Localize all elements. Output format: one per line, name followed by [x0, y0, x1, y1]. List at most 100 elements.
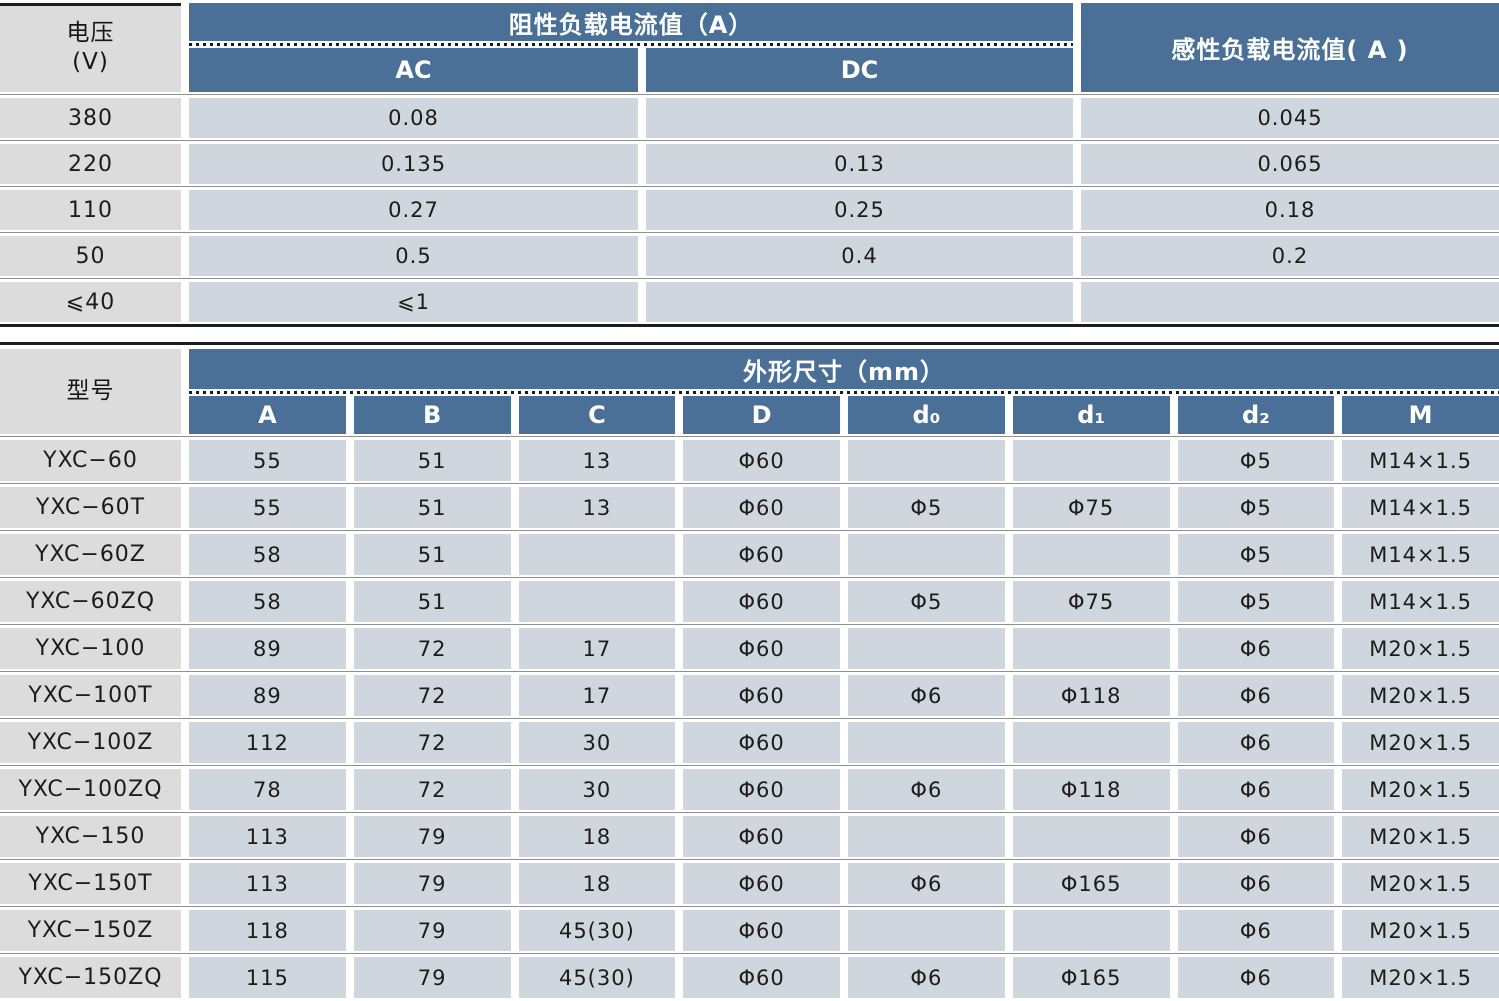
table-row: YXC−60Z 58 51 Φ60 Φ5 M14×1.5	[0, 530, 1499, 575]
dimension-value-cell	[1012, 910, 1170, 951]
dimension-value-cell: Φ5	[1177, 534, 1335, 575]
dimension-value-cell: Φ165	[1012, 957, 1170, 998]
model-cell: YXC−60ZQ	[0, 581, 181, 622]
model-cell: YXC−150ZQ	[0, 957, 181, 998]
dimension-value-cell: 78	[189, 769, 346, 810]
dimension-value-cell: M20×1.5	[1342, 722, 1499, 763]
table-row: YXC−60 55 51 13 Φ60 Φ5 M14×1.5	[0, 436, 1499, 481]
ac-value-cell: ⩽1	[189, 282, 638, 322]
voltage-load-table-header: 电压 (V) 阻性负载电流值（A） AC DC 感性负载电流值( A )	[0, 3, 1499, 92]
model-cell: YXC−150	[0, 816, 181, 857]
inductive-value-cell: 0.045	[1081, 98, 1499, 138]
dimension-value-cell: 115	[189, 957, 346, 998]
table-row: YXC−150ZQ 115 79 45(30) Φ60 Φ6 Φ165 Φ6 M…	[0, 953, 1499, 998]
table-row: 380 0.08 0.045	[0, 94, 1499, 138]
dimension-value-cell: 113	[189, 816, 346, 857]
dimension-value-cell: M14×1.5	[1342, 534, 1499, 575]
voltage-column-header: 电压 (V)	[0, 3, 181, 92]
dimension-value-cell: 55	[189, 487, 346, 528]
dimension-value-cell: Φ6	[848, 675, 1005, 716]
dc-value-cell	[646, 98, 1073, 138]
dimension-value-cell: Φ60	[683, 628, 840, 669]
dimension-value-cell: 79	[353, 863, 511, 904]
model-cell: YXC−100Z	[0, 722, 181, 763]
model-cell: YXC−100	[0, 628, 181, 669]
dimension-value-cell: M20×1.5	[1342, 863, 1499, 904]
dimension-value-cell: 45(30)	[518, 910, 676, 951]
voltage-cell: 380	[0, 98, 181, 138]
table-row: 50 0.5 0.4 0.2	[0, 232, 1499, 276]
dimensions-group-header: 外形尺寸（mm）	[189, 349, 1499, 389]
voltage-cell: 50	[0, 236, 181, 276]
dimension-value-cell: M20×1.5	[1342, 675, 1499, 716]
dim-column-header-d1: d₁	[1012, 396, 1170, 434]
dimension-value-cell: Φ60	[683, 910, 840, 951]
dimension-value-cell: M20×1.5	[1342, 769, 1499, 810]
dimension-value-cell: 51	[353, 440, 511, 481]
dimension-value-cell: Φ6	[848, 957, 1005, 998]
model-column-header: 型号	[0, 349, 181, 434]
dimension-value-cell: 17	[518, 628, 676, 669]
dimension-value-cell: Φ6	[1177, 769, 1335, 810]
ac-value-cell: 0.135	[189, 144, 638, 184]
table-row: 220 0.135 0.13 0.065	[0, 140, 1499, 184]
dimension-value-cell: 72	[353, 675, 511, 716]
dimension-value-cell: Φ75	[1012, 487, 1170, 528]
dimension-value-cell: Φ5	[1177, 581, 1335, 622]
dimension-value-cell: 13	[518, 487, 676, 528]
dimension-value-cell: 45(30)	[518, 957, 676, 998]
model-cell: YXC−60Z	[0, 534, 181, 575]
dimension-value-cell: Φ60	[683, 816, 840, 857]
table-row: YXC−100Z 112 72 30 Φ60 Φ6 M20×1.5	[0, 718, 1499, 763]
table-row: YXC−100T 89 72 17 Φ60 Φ6 Φ118 Φ6 M20×1.5	[0, 671, 1499, 716]
dimension-value-cell	[518, 581, 676, 622]
dc-value-cell: 0.13	[646, 144, 1073, 184]
dimension-value-cell: 30	[518, 769, 676, 810]
dimension-value-cell: Φ6	[1177, 863, 1335, 904]
dimension-value-cell: Φ60	[683, 675, 840, 716]
dimension-value-cell: M20×1.5	[1342, 628, 1499, 669]
dimension-value-cell: Φ60	[683, 440, 840, 481]
divider-rule-bottom	[0, 342, 1499, 345]
table-row: YXC−150Z 118 79 45(30) Φ60 Φ6 M20×1.5	[0, 906, 1499, 951]
dimension-value-cell: M20×1.5	[1342, 957, 1499, 998]
dimension-value-cell: Φ75	[1012, 581, 1170, 622]
model-cell: YXC−60	[0, 440, 181, 481]
dc-column-header: DC	[646, 48, 1073, 92]
dimension-value-cell: 72	[353, 769, 511, 810]
dimension-value-cell: Φ6	[1177, 957, 1335, 998]
table-row: YXC−60ZQ 58 51 Φ60 Φ5 Φ75 Φ5 M14×1.5	[0, 577, 1499, 622]
voltage-table-body: 380 0.08 0.045 220 0.135 0.13 0.065 110 …	[0, 94, 1499, 322]
inductive-value-cell: 0.2	[1081, 236, 1499, 276]
voltage-header-line2: (V)	[72, 48, 109, 75]
dim-column-header-b: B	[353, 396, 511, 434]
dimension-value-cell	[1012, 722, 1170, 763]
dimension-value-cell: M14×1.5	[1342, 440, 1499, 481]
dimension-value-cell	[848, 440, 1005, 481]
dimension-value-cell: Φ6	[848, 769, 1005, 810]
dimension-value-cell: Φ60	[683, 722, 840, 763]
dimension-value-cell: M20×1.5	[1342, 910, 1499, 951]
dimension-value-cell	[848, 910, 1005, 951]
table-row: 110 0.27 0.25 0.18	[0, 186, 1499, 230]
model-dimensions-table: 型号 外形尺寸（mm） A B C D d₀ d₁ d₂ M YXC−60 55…	[0, 349, 1499, 998]
model-cell: YXC−60T	[0, 487, 181, 528]
dotted-separator	[189, 389, 1499, 396]
dimension-value-cell: 18	[518, 863, 676, 904]
divider-rule-top	[0, 324, 1499, 327]
table-row: YXC−100ZQ 78 72 30 Φ60 Φ6 Φ118 Φ6 M20×1.…	[0, 765, 1499, 810]
dimension-value-cell: 79	[353, 816, 511, 857]
dim-column-header-a: A	[189, 396, 346, 434]
dimension-value-cell: 89	[189, 628, 346, 669]
voltage-header-line1: 电压	[66, 19, 115, 46]
dim-column-header-d0: d₀	[848, 396, 1005, 434]
dimension-value-cell: 58	[189, 581, 346, 622]
dimension-value-cell: 51	[353, 581, 511, 622]
dimension-value-cell: 13	[518, 440, 676, 481]
dimension-value-cell: Φ5	[848, 581, 1005, 622]
dc-value-cell	[646, 282, 1073, 322]
dimension-value-cell: 51	[353, 534, 511, 575]
dimension-value-cell: Φ60	[683, 769, 840, 810]
dimension-value-cell: Φ165	[1012, 863, 1170, 904]
dimension-value-cell: Φ60	[683, 957, 840, 998]
